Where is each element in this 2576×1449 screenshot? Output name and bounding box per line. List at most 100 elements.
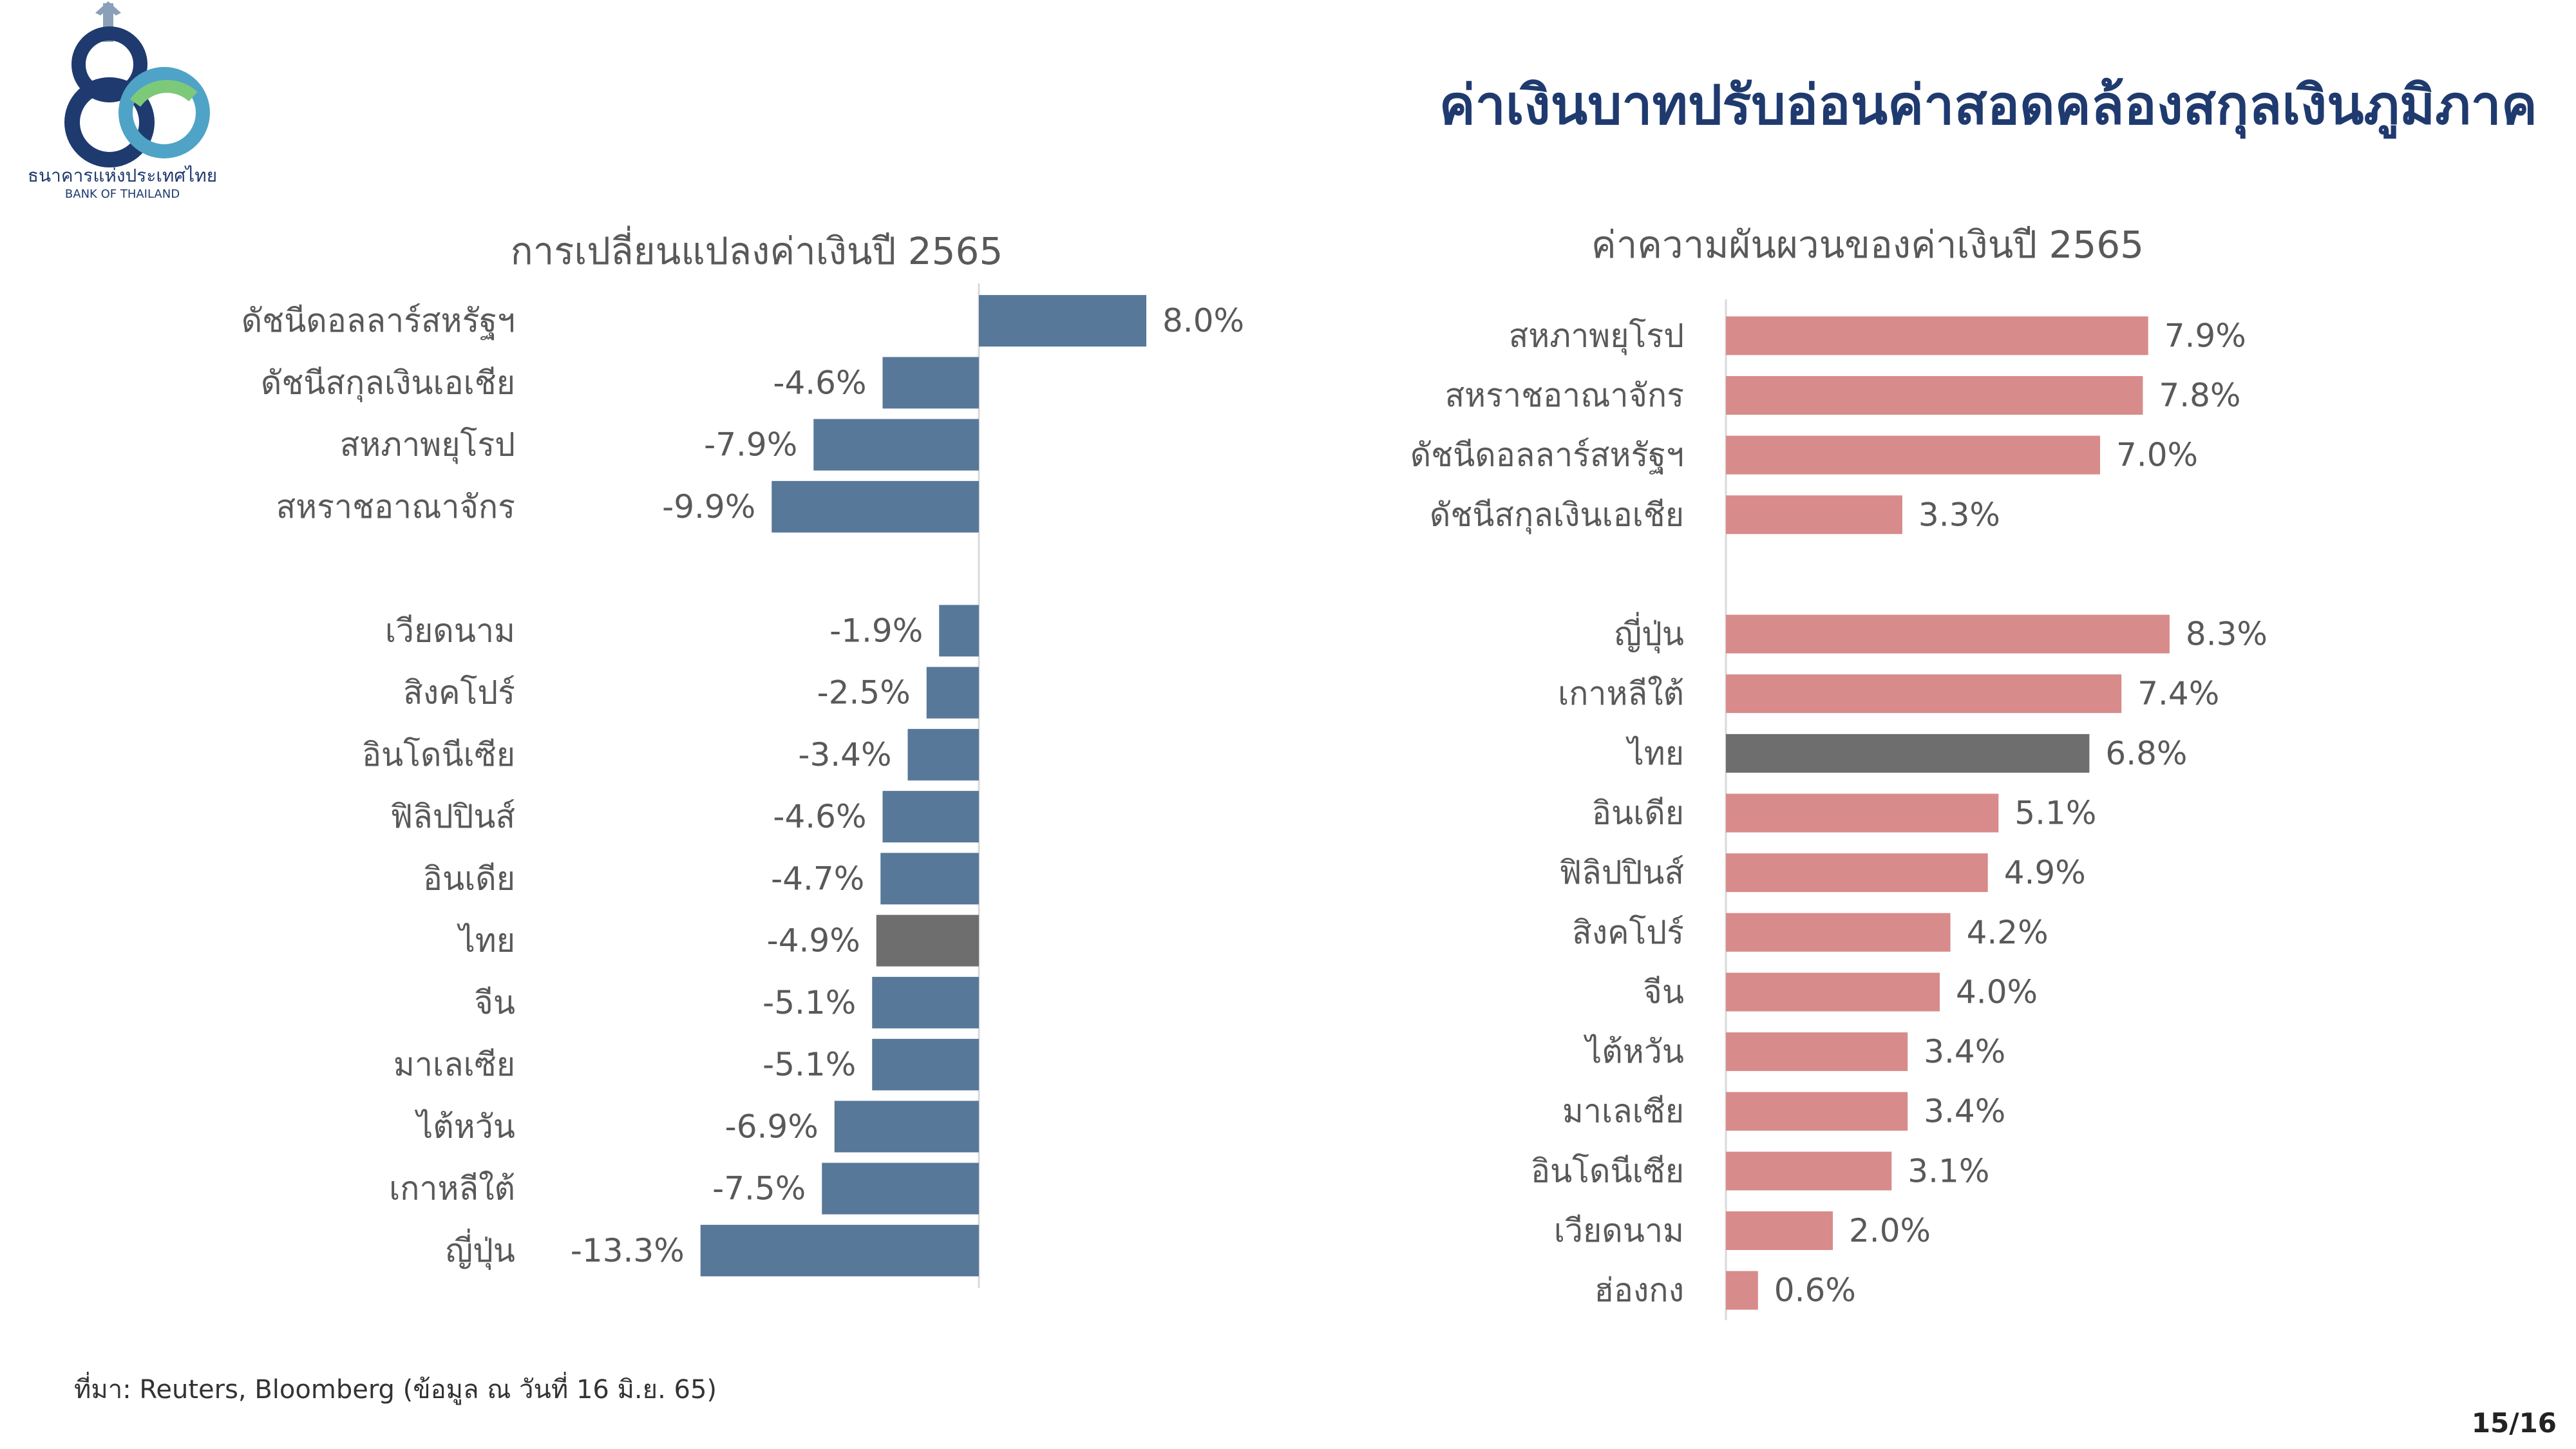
value-label-7: 6.8% bbox=[2105, 735, 2187, 772]
bar-2 bbox=[1726, 435, 2100, 475]
logo-org-en: BANK OF THAILAND bbox=[65, 187, 180, 201]
value-label-15: 2.0% bbox=[1849, 1212, 1931, 1249]
value-label-8: -4.6% bbox=[773, 798, 866, 835]
value-label-0: 8.0% bbox=[1162, 302, 1244, 339]
currency-change-chart: การเปลี่ยนแปลงค่าเงินปี 2565 8.0% ดัชนีดอล… bbox=[242, 225, 1244, 1288]
chart-title: ค่าความผันผวนของค่าเงินปี 2565 bbox=[1591, 223, 2144, 267]
category-label-9: ฟิลิปปินส์ bbox=[1559, 854, 1684, 891]
bar-13 bbox=[834, 1101, 979, 1153]
category-label-9: อินเดีย bbox=[423, 860, 515, 897]
bar-8 bbox=[1726, 793, 1999, 833]
bar-0 bbox=[1726, 316, 2148, 355]
category-label-0: ดัชนีดอลลาร์สหรัฐฯ bbox=[242, 302, 515, 340]
category-label-5: เวียดนาม bbox=[385, 612, 515, 649]
logo-org-th: ธนาคารแห่งประเทศไทย bbox=[28, 165, 217, 186]
bar-11 bbox=[1726, 972, 1940, 1012]
category-label-13: มาเลเซีย bbox=[1562, 1093, 1684, 1130]
bar-16 bbox=[1726, 1271, 1758, 1310]
bar-3 bbox=[772, 480, 979, 533]
category-label-0: สหภาพยุโรป bbox=[1509, 317, 1684, 355]
bar-13 bbox=[1726, 1092, 1908, 1131]
value-label-16: 0.6% bbox=[1774, 1272, 1856, 1309]
bar-14 bbox=[1726, 1151, 1892, 1191]
value-label-2: 7.0% bbox=[2116, 437, 2198, 474]
slide-title: ค่าเงินบาทปรับอ่อนค่าสอดคล้องสกุลเงินภูม… bbox=[1439, 73, 2537, 137]
value-label-6: 7.4% bbox=[2137, 675, 2219, 712]
value-label-8: 5.1% bbox=[2014, 795, 2096, 832]
bank-of-thailand-logo: ธนาคารแห่งประเทศไทย BANK OF THAILAND bbox=[28, 1, 217, 201]
category-label-3: ดัชนีสกุลเงินเอเชีย bbox=[1430, 496, 1684, 534]
bar-12 bbox=[1726, 1032, 1908, 1072]
value-label-1: 7.8% bbox=[2159, 377, 2240, 414]
logo-ring-zero bbox=[118, 67, 210, 158]
logo-ring-bottom bbox=[64, 77, 155, 167]
value-label-1: -4.6% bbox=[773, 364, 866, 401]
category-label-2: สหภาพยุโรป bbox=[340, 426, 515, 464]
value-label-13: 3.4% bbox=[1924, 1093, 2005, 1130]
category-label-10: ไทย bbox=[457, 922, 515, 960]
value-label-12: 3.4% bbox=[1924, 1033, 2005, 1070]
bar-7 bbox=[1726, 734, 2090, 773]
value-label-2: -7.9% bbox=[704, 426, 797, 464]
category-label-1: ดัชนีสกุลเงินเอเชีย bbox=[261, 364, 515, 402]
category-label-11: จีน bbox=[1643, 973, 1684, 1010]
category-label-8: อินเดีย bbox=[1592, 795, 1684, 832]
category-label-6: สิงคโปร์ bbox=[403, 674, 515, 712]
category-label-11: จีน bbox=[475, 984, 515, 1021]
bar-0 bbox=[979, 295, 1146, 347]
category-label-1: สหราชอาณาจักร bbox=[1445, 377, 1684, 414]
bar-1 bbox=[1726, 375, 2143, 415]
category-label-3: สหราชอาณาจักร bbox=[276, 488, 515, 526]
category-label-14: อินโดนีเซีย bbox=[1531, 1152, 1684, 1189]
value-label-12: -5.1% bbox=[762, 1046, 856, 1083]
category-label-2: ดัชนีดอลลาร์สหรัฐฯ bbox=[1410, 437, 1684, 475]
bar-9 bbox=[1726, 853, 1988, 893]
category-label-14: เกาหลีใต้ bbox=[389, 1170, 515, 1208]
category-label-10: สิงคโปร์ bbox=[1572, 914, 1684, 951]
bar-8 bbox=[882, 791, 979, 843]
value-label-10: -4.9% bbox=[767, 922, 860, 960]
category-label-16: ฮ่องกง bbox=[1594, 1272, 1684, 1309]
bar-7 bbox=[907, 728, 979, 781]
value-label-9: 4.9% bbox=[2004, 854, 2086, 891]
bar-5 bbox=[939, 605, 979, 657]
category-label-8: ฟิลิปปินส์ bbox=[390, 798, 515, 835]
value-label-5: -1.9% bbox=[829, 612, 923, 649]
bar-10 bbox=[876, 914, 979, 967]
page-number: 15/16 bbox=[2471, 1407, 2557, 1439]
value-label-11: 4.0% bbox=[1956, 973, 2038, 1010]
logo-ring-top bbox=[71, 26, 147, 102]
bar-5 bbox=[1726, 614, 2170, 654]
value-label-3: -9.9% bbox=[662, 488, 755, 526]
value-label-7: -3.4% bbox=[798, 736, 891, 773]
bar-10 bbox=[1726, 913, 1951, 952]
category-label-7: อินโดนีเซีย bbox=[362, 736, 515, 773]
bar-9 bbox=[880, 853, 979, 905]
bar-6 bbox=[1726, 674, 2122, 714]
category-label-15: เวียดนาม bbox=[1554, 1212, 1684, 1249]
category-label-12: มาเลเซีย bbox=[393, 1046, 515, 1083]
value-label-6: -2.5% bbox=[817, 674, 911, 712]
value-label-15: -13.3% bbox=[571, 1232, 685, 1269]
category-label-13: ไต้หวัน bbox=[414, 1108, 515, 1145]
category-label-6: เกาหลีใต้ bbox=[1558, 675, 1684, 712]
bar-1 bbox=[882, 357, 979, 409]
value-label-3: 3.3% bbox=[1918, 496, 2000, 533]
bar-6 bbox=[926, 667, 979, 719]
currency-volatility-chart: ค่าความผันผวนของค่าเงินปี 2565 7.9% สหภาพย… bbox=[1410, 223, 2268, 1320]
bar-15 bbox=[1726, 1211, 1833, 1251]
value-label-10: 4.2% bbox=[1967, 914, 2049, 951]
bar-2 bbox=[813, 419, 979, 471]
bar-14 bbox=[822, 1162, 979, 1215]
category-label-15: ญี่ปุ่น bbox=[445, 1229, 515, 1270]
bar-12 bbox=[872, 1039, 979, 1091]
value-label-5: 8.3% bbox=[2186, 616, 2268, 653]
category-label-12: ไต้หวัน bbox=[1583, 1033, 1684, 1070]
value-label-14: -7.5% bbox=[712, 1170, 806, 1208]
chart-title: การเปลี่ยนแปลงค่าเงินปี 2565 bbox=[511, 225, 1003, 273]
value-label-14: 3.1% bbox=[1908, 1152, 1989, 1189]
bar-3 bbox=[1726, 495, 1902, 535]
bar-15 bbox=[700, 1224, 979, 1276]
source-note: ที่มา: Reuters, Bloomberg (ข้อมูล ณ วันท… bbox=[74, 1375, 717, 1405]
logo-ring-accent bbox=[129, 80, 198, 108]
